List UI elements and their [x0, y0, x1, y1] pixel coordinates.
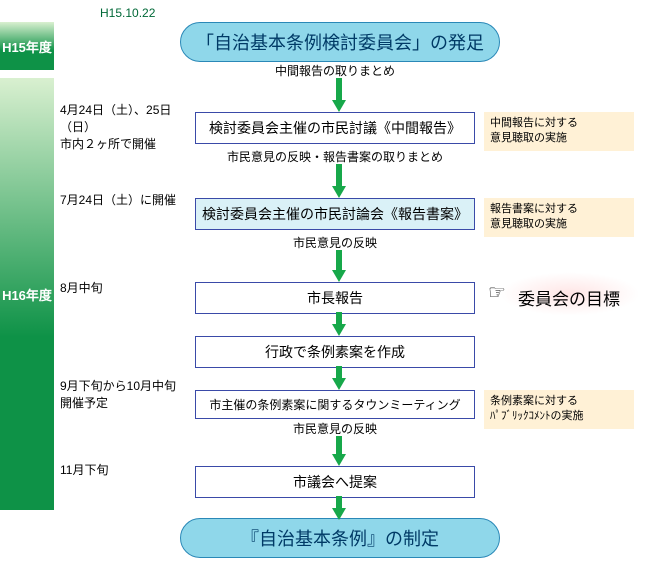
step-label-1: 市民意見の反映・報告書案の取りまとめ [195, 148, 475, 165]
date-label: H15.10.22 [100, 6, 155, 20]
goal-text: 委員会の目標 [518, 285, 620, 310]
left-date-4: 11月下旬 [60, 462, 190, 479]
arrow-head-2 [332, 270, 346, 282]
arrow-head-0 [332, 100, 346, 112]
side-note-0: 中間報告に対する意見聴取の実施 [484, 112, 634, 151]
arrow-stem-3 [336, 312, 342, 324]
process-box-5: 市議会へ提案 [195, 466, 475, 498]
process-box-4: 市主催の条例素案に関するタウンミーティング [195, 390, 475, 419]
process-box-0: 検討委員会主催の市民討議《中間報告》 [195, 112, 475, 144]
process-box-1: 検討委員会主催の市民討論会《報告書案》 [195, 198, 475, 230]
left-date-1: 7月24日（土）に開催 [60, 192, 190, 209]
arrow-stem-6 [336, 496, 342, 508]
arrow-head-3 [332, 324, 346, 336]
pointing-hand-icon: ☞ [488, 280, 506, 305]
footer-box: 『自治基本条例』の制定 [180, 518, 500, 558]
arrow-stem-0 [336, 78, 342, 100]
arrow-stem-5 [336, 436, 342, 454]
step-label-2: 市民意見の反映 [195, 234, 475, 251]
left-date-0: 4月24日（土）、25日（日）市内２ヶ所で開催 [60, 102, 190, 152]
step-label-0: 中間報告の取りまとめ [195, 62, 475, 79]
process-box-2: 市長報告 [195, 282, 475, 314]
arrow-head-1 [332, 186, 346, 198]
left-date-2: 8月中旬 [60, 280, 190, 297]
arrow-head-5 [332, 454, 346, 466]
side-note-2: 条例素案に対するﾊﾟﾌﾞﾘｯｸｺﾒﾝﾄの実施 [484, 390, 634, 429]
year-bar-h16: H16年度 [0, 78, 54, 510]
left-date-3: 9月下旬から10月中旬開催予定 [60, 378, 190, 412]
arrow-stem-1 [336, 164, 342, 186]
side-note-1: 報告書案に対する意見聴取の実施 [484, 198, 634, 237]
step-label-3: 市民意見の反映 [195, 420, 475, 437]
arrow-stem-4 [336, 366, 342, 378]
header-box: 「自治基本条例検討委員会」の発足 [180, 22, 500, 62]
arrow-stem-2 [336, 250, 342, 270]
arrow-head-6 [332, 508, 346, 520]
arrow-head-4 [332, 378, 346, 390]
year-bar-h15: H15年度 [0, 22, 54, 70]
process-box-3: 行政で条例素案を作成 [195, 336, 475, 368]
